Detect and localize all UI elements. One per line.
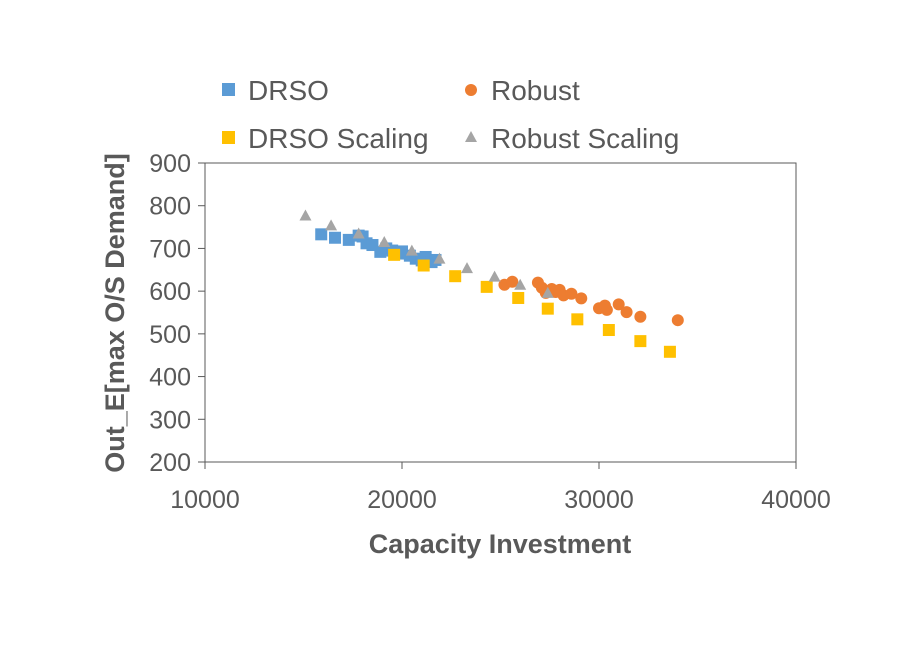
y-tick-label: 800 <box>149 193 191 221</box>
x-tick-label: 40000 <box>761 486 831 514</box>
point-robust <box>600 303 613 316</box>
point-drso-scaling <box>571 313 584 326</box>
point-robust-scaling <box>433 252 446 264</box>
legend-label-drso: DRSO <box>248 75 329 106</box>
point-drso-scaling <box>541 302 554 315</box>
data-points <box>299 209 684 358</box>
y-tick-label: 300 <box>149 406 191 434</box>
point-robust <box>634 310 647 323</box>
point-drso-scaling <box>417 259 430 272</box>
point-drso <box>329 231 342 244</box>
point-robust-scaling <box>461 262 474 274</box>
point-robust <box>506 275 519 288</box>
point-drso-scaling <box>480 280 493 293</box>
point-robust <box>620 306 633 319</box>
point-robust-scaling <box>378 236 391 248</box>
point-robust <box>612 298 625 311</box>
y-tick-label: 600 <box>149 278 191 306</box>
legend-marker-robust <box>465 84 477 96</box>
point-robust <box>575 292 588 305</box>
point-robust <box>671 314 684 327</box>
legend-label-robust-scaling: Robust Scaling <box>491 123 679 154</box>
x-tick-label: 20000 <box>367 486 437 514</box>
point-robust <box>565 287 578 300</box>
point-robust-scaling <box>488 270 501 282</box>
legend: DRSO Robust DRSO Scaling Robust Scaling <box>222 75 679 154</box>
y-tick-label: 700 <box>149 235 191 263</box>
legend-marker-robust-scaling <box>465 131 477 142</box>
point-robust-scaling <box>299 209 312 221</box>
point-robust-scaling <box>514 278 527 290</box>
y-tick-label: 400 <box>149 364 191 392</box>
y-axis-title: Out_E[max O/S Demand] <box>100 153 130 473</box>
point-drso-scaling <box>388 248 401 261</box>
x-axis: 10000 20000 30000 40000 <box>170 462 831 514</box>
point-drso-scaling <box>602 324 615 337</box>
x-axis-title: Capacity Investment <box>369 529 632 559</box>
y-tick-label: 200 <box>149 449 191 477</box>
y-tick-label: 900 <box>149 150 191 178</box>
y-tick-label: 500 <box>149 321 191 349</box>
point-drso-scaling <box>663 345 676 358</box>
x-tick-label: 30000 <box>564 486 634 514</box>
y-axis: 200 300 400 500 600 700 800 900 <box>149 150 205 477</box>
x-tick-label: 10000 <box>170 486 240 514</box>
point-drso <box>342 233 355 246</box>
point-robust-scaling <box>541 286 554 298</box>
legend-label-robust: Robust <box>491 75 580 106</box>
point-drso <box>315 228 328 241</box>
point-drso-scaling <box>512 291 525 304</box>
point-drso-scaling <box>449 270 462 283</box>
point-drso-scaling <box>634 335 647 348</box>
point-robust-scaling <box>325 219 338 231</box>
point-robust-scaling <box>405 244 418 256</box>
plot-area-frame <box>204 162 797 463</box>
point-robust-scaling <box>352 227 365 239</box>
legend-marker-drso <box>222 83 235 96</box>
legend-marker-drso-scaling <box>222 131 235 144</box>
legend-label-drso-scaling: DRSO Scaling <box>248 123 429 154</box>
